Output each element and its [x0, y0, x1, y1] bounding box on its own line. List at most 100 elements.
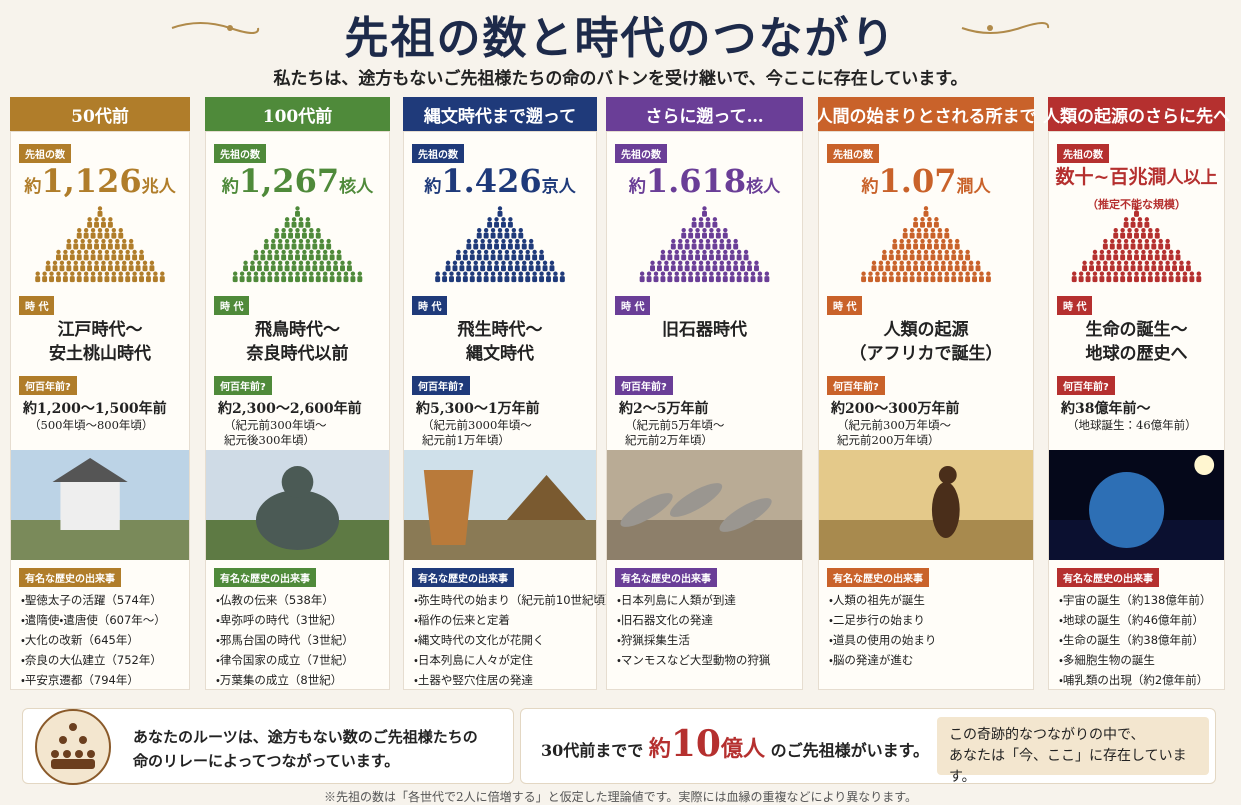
person-head [716, 271, 721, 276]
person-head [497, 271, 503, 276]
person-body [944, 254, 950, 261]
when-sub-line: （紀元前300万年頃〜 [837, 418, 951, 432]
person-body [881, 254, 887, 261]
events: 宇宙の誕生（約138億年前）地球の誕生（約46億年前）生命の誕生（約38億年前）… [1059, 590, 1211, 690]
person-head [111, 227, 117, 233]
person-body [1144, 265, 1150, 272]
event: 律令国家の成立（7世紀） [216, 650, 354, 670]
person-body [284, 243, 290, 250]
person-body [719, 243, 725, 250]
person-head [125, 271, 130, 276]
person-head [899, 260, 904, 266]
person-body [674, 254, 680, 261]
when-label: 何百年前? [1057, 376, 1115, 395]
person-body [985, 276, 991, 283]
ornament [961, 22, 1050, 34]
person-body [253, 254, 259, 261]
ground [607, 520, 802, 560]
person-head [104, 249, 110, 255]
card: 先祖の数 約1,267核人時 代飛鳥時代〜 奈良時代以前 何百年前? 約2,300〜2,… [205, 131, 390, 690]
person-head [336, 249, 342, 255]
person-head [913, 238, 918, 244]
person-head [525, 249, 530, 255]
person-body [947, 243, 953, 250]
person-body [1168, 276, 1174, 283]
person-body [525, 276, 531, 283]
person-head [944, 271, 949, 276]
person-head [456, 249, 461, 255]
person-head [542, 260, 548, 265]
pyramid [232, 206, 363, 283]
person-body [80, 243, 86, 250]
person-body [250, 265, 255, 272]
person-head [511, 249, 517, 255]
person-head [515, 238, 520, 244]
person-head [291, 238, 297, 244]
person-head [253, 271, 259, 276]
person-head [1127, 271, 1132, 276]
person-head [1165, 260, 1170, 265]
when-sub-line: 紀元前1万年頃） [422, 433, 510, 447]
person-head [709, 227, 714, 233]
person-body [483, 232, 489, 239]
person-head [80, 238, 85, 244]
person-head [691, 260, 697, 265]
person-head [979, 271, 984, 276]
person-head [274, 249, 279, 255]
person-head [698, 260, 704, 265]
person-body [490, 254, 496, 261]
column: 縄文時代まで遡って 先祖の数 約1.426京人時 代飛生時代〜 縄文時代 何百年前? 約5… [403, 97, 617, 690]
person-body [868, 276, 873, 283]
person-body [494, 243, 500, 250]
person-head [233, 271, 238, 276]
person-head [445, 260, 451, 265]
person-body [487, 243, 493, 250]
person-body [521, 265, 527, 272]
person-head [955, 260, 960, 266]
person-head [487, 260, 492, 265]
when-sub: （地球誕生：46億年前） [1067, 418, 1197, 433]
person-head [1155, 271, 1160, 276]
person-body [518, 276, 524, 283]
person-body [322, 254, 328, 261]
event: 大化の改新（645年） [21, 630, 166, 650]
event: 万葉集の成立（8世紀） [216, 670, 354, 690]
person-body [494, 221, 500, 228]
column: 50代前 先祖の数 約1,126兆人時 代江戸時代〜 安土桃山時代 何百年前? 約1,20… [10, 97, 190, 690]
when-label: 何百年前? [412, 376, 470, 395]
person-head [323, 249, 328, 255]
person-head [295, 227, 300, 233]
person-head [667, 249, 673, 255]
count-label: 先祖の数 [1057, 144, 1109, 163]
pyramid [639, 206, 770, 283]
person-body [1099, 276, 1105, 283]
person-head [295, 206, 300, 211]
person-head [1082, 260, 1087, 265]
person-head [1130, 260, 1136, 265]
event: 卑弥呼の時代（3世紀） [216, 610, 354, 630]
person-body [500, 221, 506, 228]
person-head [986, 271, 991, 276]
person-head [920, 217, 925, 222]
era-line: 人類の起源 [883, 320, 969, 340]
person-body [518, 232, 524, 239]
person-body [114, 243, 120, 250]
person-body [132, 276, 138, 283]
person-head [691, 238, 697, 244]
person-body [73, 265, 79, 272]
person-body [445, 265, 451, 272]
person-body [125, 276, 131, 283]
person-body [684, 243, 690, 250]
earth [1089, 472, 1165, 548]
pyramid [861, 206, 991, 283]
person-body [736, 254, 742, 261]
person-body [874, 276, 880, 283]
person-head [305, 238, 311, 244]
person-body [1175, 276, 1181, 283]
scene-image [607, 450, 802, 560]
person-head [698, 217, 704, 222]
person-body [539, 254, 545, 261]
person-body [667, 276, 673, 283]
event: 多細胞生物の誕生 [1059, 650, 1211, 670]
person-head [1168, 249, 1174, 255]
